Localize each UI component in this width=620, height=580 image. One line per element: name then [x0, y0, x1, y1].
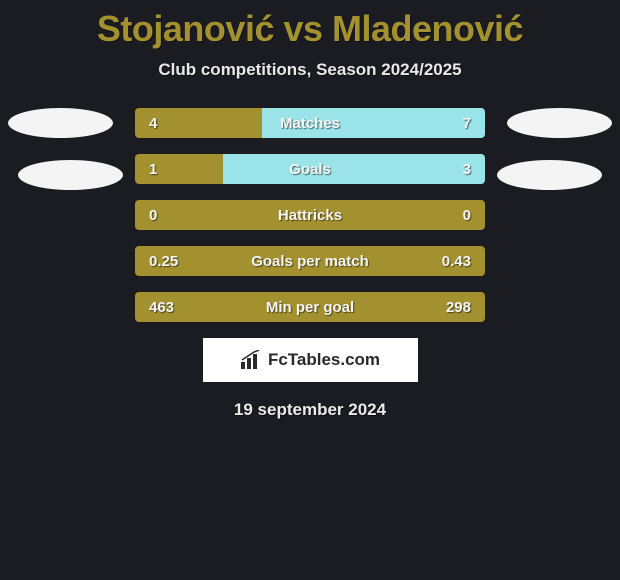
- stat-bar-row: 13Goals: [135, 154, 485, 184]
- page-title: Stojanović vs Mladenović: [0, 0, 620, 50]
- player-avatar-right: [497, 160, 602, 190]
- brand-text: FcTables.com: [268, 350, 380, 370]
- player-avatar-left: [18, 160, 123, 190]
- stat-bar-row: 47Matches: [135, 108, 485, 138]
- comparison-chart: 47Matches 13Goals 00Hattricks 0.250.43Goals…: [0, 108, 620, 322]
- stat-bar-row: 463298Min per goal: [135, 292, 485, 322]
- stat-bar-row: 00Hattricks: [135, 200, 485, 230]
- stat-bar-row: 0.250.43Goals per match: [135, 246, 485, 276]
- page-subtitle: Club competitions, Season 2024/2025: [0, 60, 620, 80]
- stat-label: Hattricks: [135, 200, 485, 230]
- player-avatar-left: [8, 108, 113, 138]
- stat-label: Matches: [135, 108, 485, 138]
- stat-label: Min per goal: [135, 292, 485, 322]
- footer-date: 19 september 2024: [0, 400, 620, 420]
- player-avatar-right: [507, 108, 612, 138]
- bars-column: 47Matches 13Goals 00Hattricks 0.250.43Goals…: [135, 108, 485, 322]
- stat-label: Goals per match: [135, 246, 485, 276]
- brand-box: FcTables.com: [203, 338, 418, 382]
- brand-chart-icon: [240, 350, 262, 370]
- stat-label: Goals: [135, 154, 485, 184]
